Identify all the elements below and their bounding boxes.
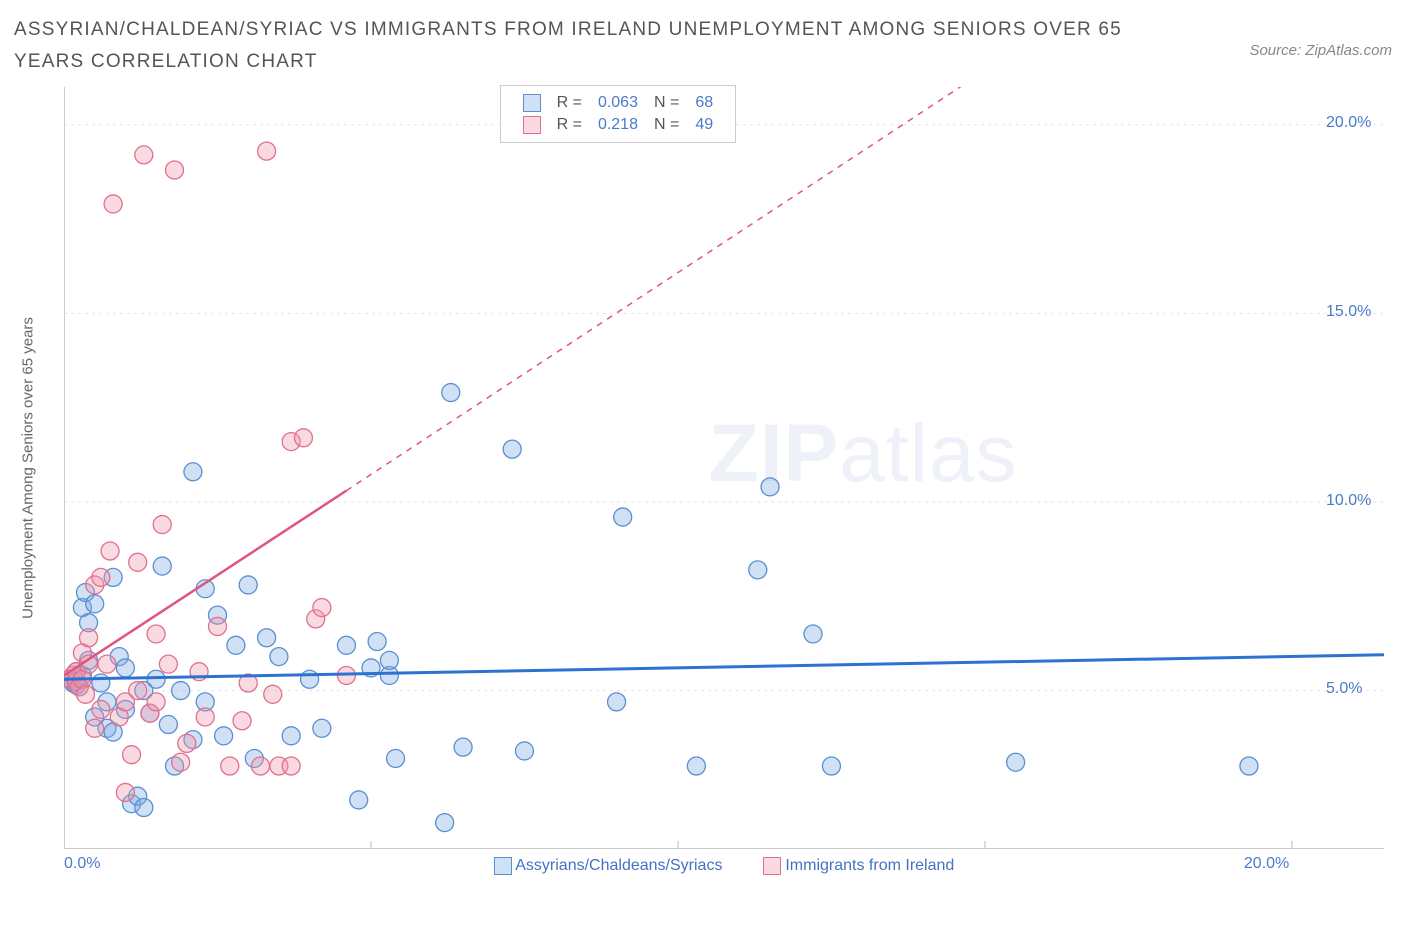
data-point xyxy=(178,734,196,752)
data-point xyxy=(129,553,147,571)
data-point xyxy=(227,636,245,654)
data-point xyxy=(153,515,171,533)
data-point xyxy=(282,726,300,744)
data-point xyxy=(313,598,331,616)
data-point xyxy=(264,685,282,703)
data-point xyxy=(614,508,632,526)
data-point xyxy=(172,753,190,771)
data-point xyxy=(251,757,269,775)
stat-value-n: 49 xyxy=(695,116,713,133)
stat-label: R = xyxy=(557,94,582,111)
data-point xyxy=(1240,757,1258,775)
data-point xyxy=(135,145,153,163)
data-point xyxy=(184,462,202,480)
stat-label: N = xyxy=(654,116,679,133)
data-point xyxy=(116,783,134,801)
data-point xyxy=(749,560,767,578)
data-point xyxy=(147,625,165,643)
stat-value-r: 0.063 xyxy=(598,94,638,111)
series-legend: Assyrians/Chaldeans/Syriacs Immigrants f… xyxy=(64,849,1384,875)
data-point xyxy=(104,195,122,213)
data-point xyxy=(86,719,104,737)
legend-label: Immigrants from Ireland xyxy=(785,857,954,874)
legend-item: Immigrants from Ireland xyxy=(763,857,954,874)
data-point xyxy=(804,625,822,643)
stat-value-n: 68 xyxy=(695,94,713,111)
data-point xyxy=(153,557,171,575)
data-point xyxy=(442,383,460,401)
stat-label: R = xyxy=(557,116,582,133)
data-point xyxy=(761,477,779,495)
data-point xyxy=(166,161,184,179)
legend-label: Assyrians/Chaldeans/Syriacs xyxy=(515,857,722,874)
fit-line-blue xyxy=(64,654,1384,679)
y-tick-label: 10.0% xyxy=(1326,492,1371,510)
data-point xyxy=(159,715,177,733)
y-tick-label: 20.0% xyxy=(1326,114,1371,132)
data-point xyxy=(129,681,147,699)
data-point xyxy=(454,738,472,756)
data-point xyxy=(135,798,153,816)
y-axis-label: Unemployment Among Seniors over 65 years xyxy=(20,317,37,619)
legend-swatch xyxy=(763,857,781,875)
data-point xyxy=(221,757,239,775)
data-point xyxy=(233,711,251,729)
data-point xyxy=(1007,753,1025,771)
data-point xyxy=(515,742,533,760)
stats-legend: R = 0.063 N = 68 R = 0.218 N = 49 xyxy=(500,85,737,143)
y-tick-label: 5.0% xyxy=(1326,680,1362,698)
data-point xyxy=(147,670,165,688)
data-point xyxy=(101,542,119,560)
data-point xyxy=(380,651,398,669)
legend-item: Assyrians/Chaldeans/Syriacs xyxy=(494,857,727,874)
data-point xyxy=(159,655,177,673)
data-point xyxy=(503,440,521,458)
legend-swatch xyxy=(523,116,541,134)
data-point xyxy=(258,628,276,646)
data-point xyxy=(92,568,110,586)
data-point xyxy=(822,757,840,775)
data-point xyxy=(301,670,319,688)
data-point xyxy=(258,142,276,160)
data-point xyxy=(350,791,368,809)
data-point xyxy=(196,708,214,726)
data-point xyxy=(368,632,386,650)
data-point xyxy=(239,576,257,594)
data-point xyxy=(98,655,116,673)
data-point xyxy=(436,813,454,831)
legend-swatch xyxy=(494,857,512,875)
stat-label: N = xyxy=(654,94,679,111)
legend-swatch xyxy=(523,94,541,112)
data-point xyxy=(76,685,94,703)
data-point xyxy=(123,745,141,763)
scatter-plot xyxy=(64,87,1384,849)
data-point xyxy=(80,628,98,646)
data-point xyxy=(172,681,190,699)
chart-title: ASSYRIAN/CHALDEAN/SYRIAC VS IMMIGRANTS F… xyxy=(14,14,1134,79)
y-tick-label: 15.0% xyxy=(1326,303,1371,321)
data-point xyxy=(92,674,110,692)
source-attribution: Source: ZipAtlas.com xyxy=(1249,14,1392,59)
data-point xyxy=(147,692,165,710)
data-point xyxy=(270,647,288,665)
chart-area: Unemployment Among Seniors over 65 years… xyxy=(14,87,1384,849)
data-point xyxy=(116,659,134,677)
x-tick-label: 0.0% xyxy=(64,855,100,873)
data-point xyxy=(687,757,705,775)
data-point xyxy=(294,428,312,446)
stat-value-r: 0.218 xyxy=(598,116,638,133)
data-point xyxy=(387,749,405,767)
data-point xyxy=(282,757,300,775)
data-point xyxy=(86,594,104,612)
x-tick-label: 20.0% xyxy=(1244,855,1289,873)
fit-line-pink-dashed xyxy=(346,87,1218,491)
data-point xyxy=(313,719,331,737)
data-point xyxy=(608,692,626,710)
data-point xyxy=(337,636,355,654)
data-point xyxy=(92,700,110,718)
data-point xyxy=(208,617,226,635)
data-point xyxy=(215,726,233,744)
